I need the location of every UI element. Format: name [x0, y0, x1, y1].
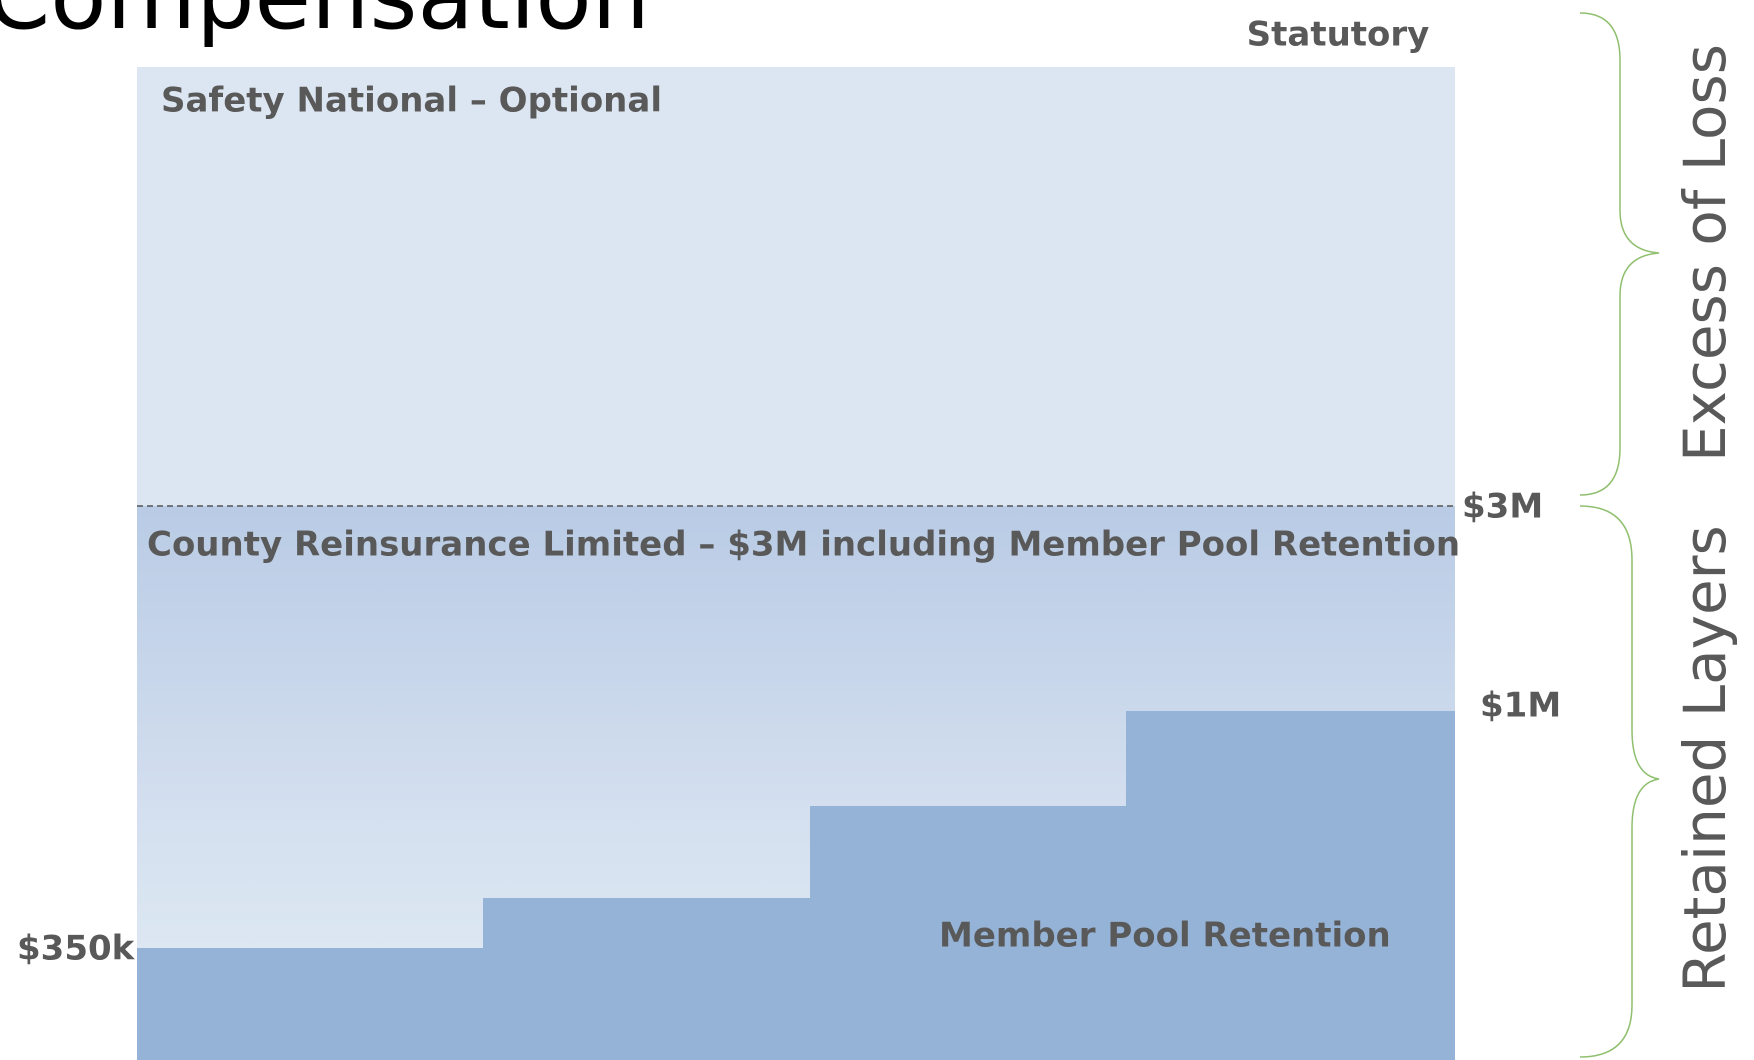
excess-layer [137, 67, 1455, 506]
lower-brace [1579, 505, 1660, 1058]
retention-high-label: $1M [1480, 686, 1561, 726]
upper-bracket-label: Excess of Loss [1671, 44, 1739, 462]
retention-low-label: $350k [17, 929, 136, 969]
pool-steps [137, 711, 1455, 1060]
top-limit-label: Statutory [1247, 15, 1430, 55]
page-title: Compensation [0, 0, 650, 50]
reinsurance-label: County Reinsurance Limited – $3M includi… [147, 525, 1460, 565]
lower-bracket-label: Retained Layers [1671, 525, 1739, 992]
excess-label: Safety National – Optional [161, 81, 662, 121]
pool-label: Member Pool Retention [939, 916, 1391, 956]
upper-brace [1579, 12, 1660, 496]
boundary-label: $3M [1462, 487, 1543, 527]
